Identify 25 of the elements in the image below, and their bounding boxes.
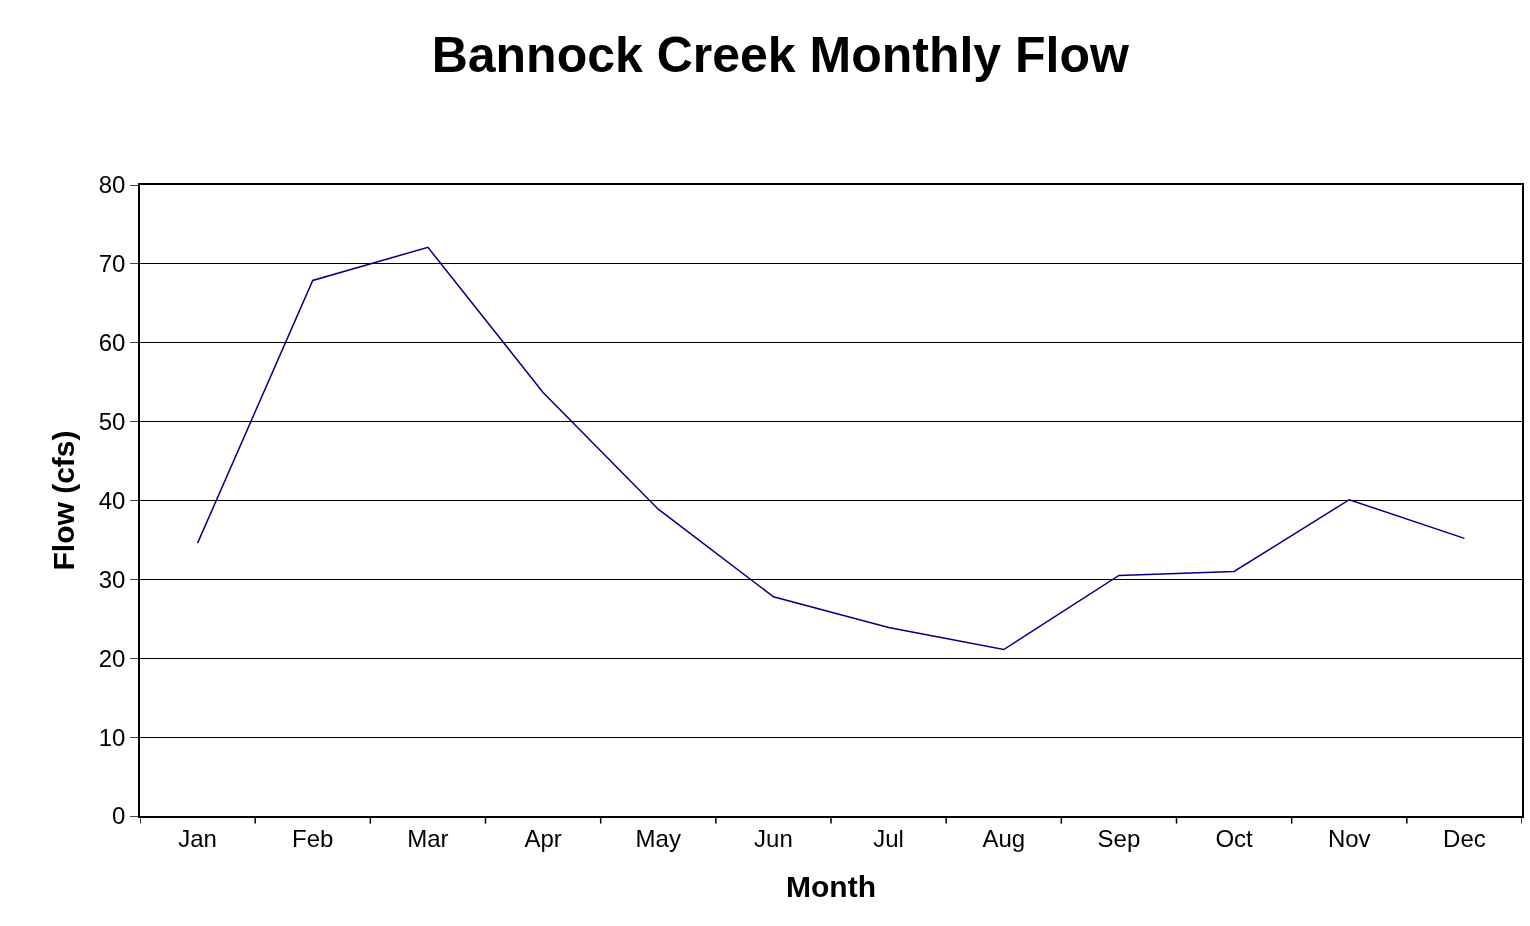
x-tick-label: Sep xyxy=(1097,824,1141,852)
x-tick-label: Apr xyxy=(524,824,562,852)
x-tick-label: May xyxy=(635,824,681,852)
x-tick-label: Jul xyxy=(873,824,904,852)
x-axis-title: Month xyxy=(786,869,876,903)
y-tick-label: 30 xyxy=(98,565,126,593)
y-tick-label: 50 xyxy=(98,408,126,436)
x-tick-label: Feb xyxy=(292,824,334,852)
y-tick-label: 10 xyxy=(98,723,126,751)
x-tick-label: Nov xyxy=(1327,824,1371,852)
y-tick-label: 60 xyxy=(98,329,126,357)
x-tick-label: Oct xyxy=(1215,824,1254,852)
x-tick-label: Dec xyxy=(1443,824,1486,852)
x-tick-label: Jan xyxy=(178,824,217,852)
y-tick-label: 20 xyxy=(98,644,126,672)
y-axis-title: Flow (cfs) xyxy=(47,430,81,571)
x-tick-label: Jun xyxy=(754,824,793,852)
x-tick-label: Mar xyxy=(407,824,449,852)
x-tick-label: Aug xyxy=(982,824,1026,852)
y-tick-label: 70 xyxy=(98,250,126,278)
y-tick-label: 40 xyxy=(98,486,126,514)
y-tick-label: 0 xyxy=(112,802,126,830)
chart-title: Bannock Creek Monthly Flow xyxy=(431,27,1130,84)
y-tick-label: 80 xyxy=(98,171,126,199)
line-series xyxy=(196,246,1466,651)
